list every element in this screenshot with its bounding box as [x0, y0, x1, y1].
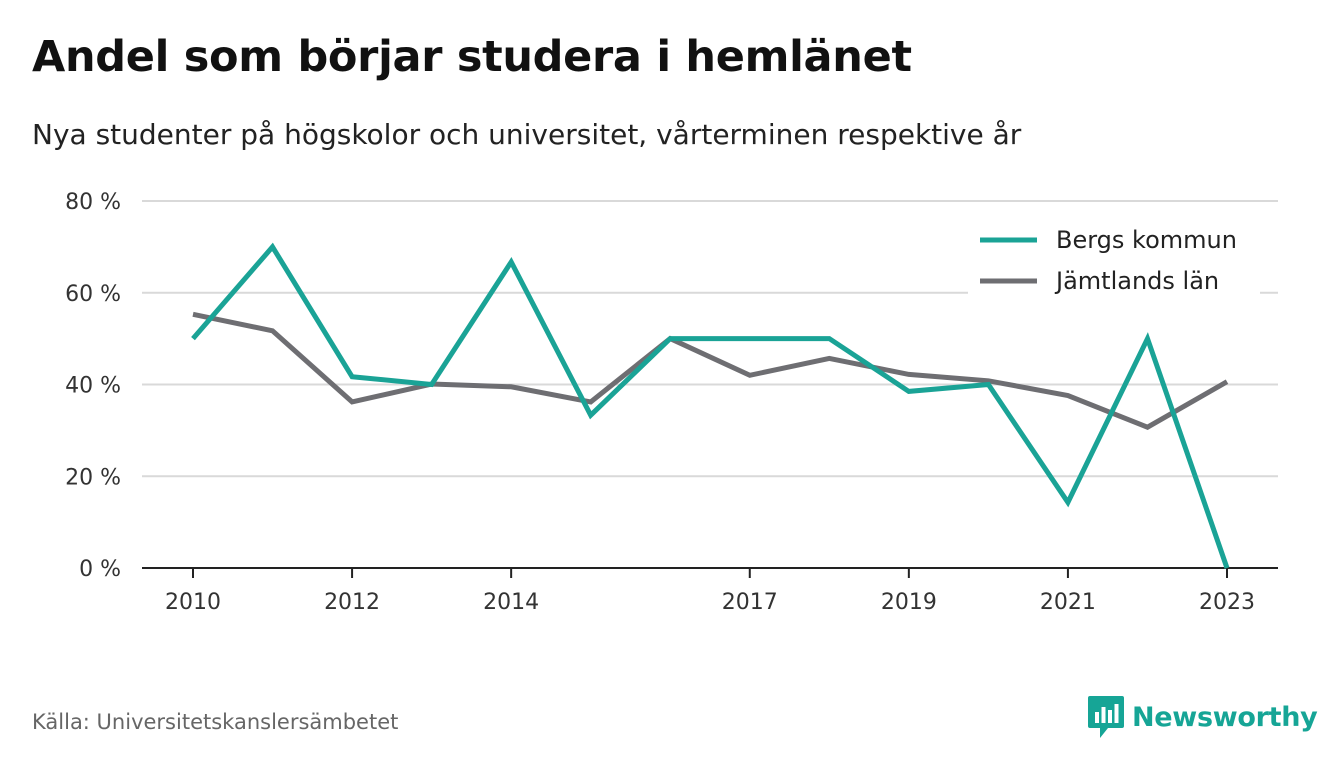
legend-background [968, 222, 1260, 296]
line-chart: 0 % 20 % 40 % 60 % 80 % 2010 2012 2014 2017 2019… [65, 190, 1278, 615]
legend: Bergs kommun Jämtlands län [968, 222, 1260, 296]
brand-name: Newsworthy [1132, 701, 1318, 733]
x-tick-label: 2023 [1199, 590, 1255, 615]
brand-logo[interactable]: Newsworthy [1088, 696, 1318, 738]
y-tick-label: 80 % [65, 190, 121, 215]
x-tick-label: 2017 [722, 590, 778, 615]
x-tick-label: 2010 [165, 590, 221, 615]
y-tick-label: 20 % [65, 465, 121, 490]
legend-label: Bergs kommun [1056, 226, 1237, 254]
series-line-jamtlands-lan [192, 311, 1229, 430]
x-tick-labels: 2010 2012 2014 2017 2019 2021 2023 [165, 568, 1255, 615]
x-tick-label: 2019 [881, 590, 937, 615]
y-tick-labels: 0 % 20 % 40 % 60 % 80 % [65, 190, 121, 582]
y-tick-label: 60 % [65, 282, 121, 307]
newsworthy-logo-icon [1088, 696, 1124, 738]
x-tick-label: 2012 [324, 590, 380, 615]
source-note: Källa: Universitetskanslersämbetet [32, 710, 399, 734]
series-lines [191, 242, 1230, 569]
x-tick-label: 2021 [1040, 590, 1096, 615]
legend-label: Jämtlands län [1054, 267, 1219, 295]
series-line-bergs-kommun [191, 242, 1230, 569]
chart-subtitle: Nya studenter på högskolor och universit… [32, 118, 1022, 151]
x-tick-label: 2014 [483, 590, 539, 615]
y-tick-label: 40 % [65, 374, 121, 399]
chart-title: Andel som börjar studera i hemlänet [32, 32, 912, 82]
y-tick-label: 0 % [79, 557, 121, 582]
